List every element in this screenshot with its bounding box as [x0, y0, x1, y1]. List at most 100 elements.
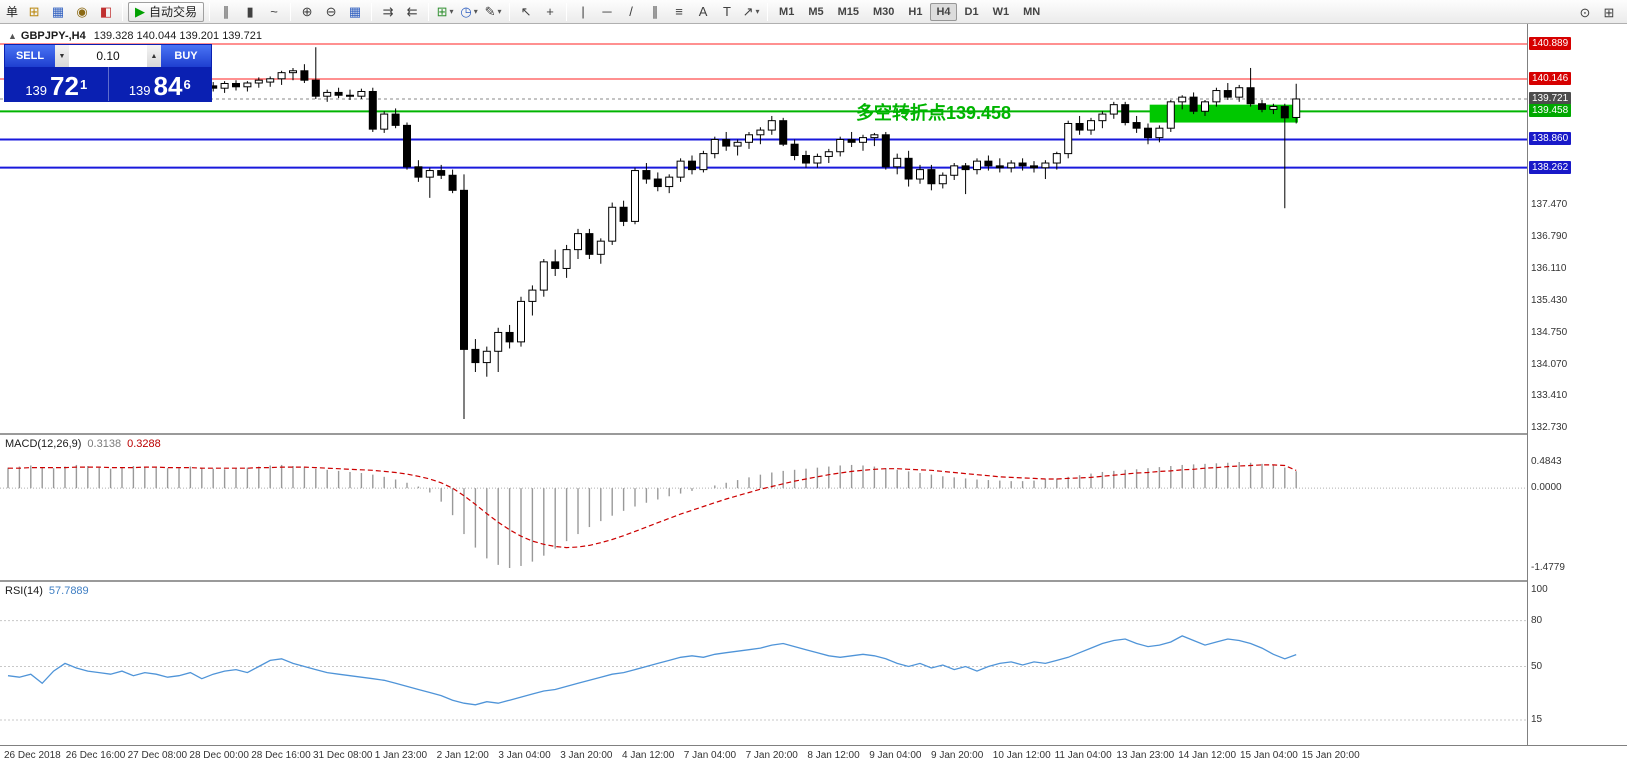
rsi-indicator-label: RSI(14) 57.7889 [5, 585, 89, 597]
buy-price-prefix: 139 [128, 83, 151, 98]
toolbar-separator [122, 2, 124, 21]
vertical-line-icon: | [581, 4, 585, 19]
timeframe-mn[interactable]: MN [1023, 5, 1041, 18]
menu-label[interactable]: 单 [6, 5, 19, 19]
autotrading-button[interactable]: ▶ 自动交易 [128, 1, 205, 22]
time-tick-label: 3 Jan 04:00 [498, 750, 551, 761]
community-icon[interactable]: ◧ [95, 2, 117, 22]
bar-chart-icon[interactable]: ∥ [215, 2, 237, 22]
timeframe-m1[interactable]: M1 [779, 5, 795, 18]
axis-tick-label: 100 [1531, 584, 1548, 595]
text-label-icon[interactable]: T [716, 2, 738, 22]
new-order-icon[interactable]: ⊞ [23, 2, 45, 22]
volume-down-button[interactable]: ▼ [55, 45, 69, 67]
axis-tick-label: 134.070 [1531, 358, 1568, 370]
time-axis[interactable]: 26 Dec 2018 26 Dec 16:00 27 Dec 08:00 28 De… [0, 745, 1627, 767]
search-icon: ⊙ [1579, 4, 1591, 20]
time-tick-label: 15 Jan 04:00 [1240, 750, 1298, 761]
tile-windows-icon[interactable]: ▦ [344, 2, 366, 22]
axis-tick-label: -1.4779 [1531, 562, 1565, 573]
new-window-icon[interactable]: ⊞ [1598, 2, 1620, 22]
text-label-icon: T [723, 4, 731, 19]
cursor-icon: ↖ [520, 4, 532, 19]
main-toolbar: 单 ⊞ ▦ ◉ ◧ ▶ 自动交易 ∥ ▮ ~ ⊕ ⊖ ▦ ⇉ ⇇ ⊞ ▾ ◷ ▾ ✎ ▾ ↖ + | ─ / ∥ ≡ A T ↗ ▾ M1 M… [0, 0, 1627, 24]
chart-settings-icon[interactable]: ✎ ▾ [482, 2, 504, 22]
time-tick-label: 26 Dec 16:00 [65, 750, 126, 761]
accounts-icon[interactable]: ◉ [71, 2, 93, 22]
axis-tick-label: 15 [1531, 714, 1543, 726]
chevron-down-icon[interactable]: ▾ [473, 7, 478, 16]
toolbar-separator [428, 2, 430, 21]
profiles-icon[interactable]: ◷ ▾ [458, 2, 480, 22]
axis-tick-label: 50 [1531, 660, 1543, 672]
axis-tick-label: 136.790 [1531, 230, 1568, 242]
timeframe-h1[interactable]: H1 [908, 5, 923, 18]
time-tick-label: 7 Jan 04:00 [683, 750, 737, 761]
main-chart[interactable] [0, 24, 1527, 433]
horizontal-line-icon[interactable]: ─ [596, 2, 618, 22]
timeframe-group: M1 M5 M15 M30 H1 H4 D1 W1 MN [772, 2, 1047, 21]
fibonacci-icon[interactable]: ≡ [668, 2, 690, 22]
time-tick-label: 13 Jan 23:00 [1116, 750, 1175, 761]
chevron-down-icon[interactable]: ▾ [449, 7, 454, 16]
volume-input[interactable]: 0.10 [69, 45, 147, 67]
toolbar-separator [767, 2, 769, 21]
axis-tick-label: 134.750 [1531, 326, 1568, 338]
chart-shift-icon[interactable]: ⇇ [401, 2, 423, 22]
profiles-icon: ◷ [460, 4, 472, 19]
axis-tick-label: 0.0000 [1531, 482, 1562, 494]
zoom-out-icon: ⊖ [325, 4, 337, 19]
macd-panel[interactable] [0, 435, 1527, 580]
candlestick-chart-icon[interactable]: ▮ [239, 2, 261, 22]
channel-icon: ∥ [651, 4, 659, 19]
text-icon[interactable]: A [692, 2, 714, 22]
volume-up-button[interactable]: ▲ [147, 45, 161, 67]
price-tag: 139.458 [1529, 104, 1572, 118]
zoom-out-icon[interactable]: ⊖ [320, 2, 342, 22]
trendline-icon: / [629, 4, 633, 19]
sell-price-main: 72 [50, 71, 79, 101]
new-order-icon: ⊞ [28, 4, 40, 19]
search-icon[interactable]: ⊙ [1574, 2, 1596, 22]
vertical-line-icon[interactable]: | [572, 2, 594, 22]
timeframe-m5[interactable]: M5 [808, 5, 824, 18]
toolbar-separator [371, 2, 373, 21]
panel-separator[interactable] [0, 433, 1627, 435]
buy-button[interactable]: BUY [161, 45, 211, 67]
trade-panel-toggle[interactable]: ▲ [8, 31, 17, 41]
timeframe-d1[interactable]: D1 [964, 5, 979, 18]
time-tick-label: 9 Jan 20:00 [931, 750, 984, 761]
auto-scroll-icon[interactable]: ⇉ [377, 2, 399, 22]
panel-separator[interactable] [0, 580, 1627, 582]
price-tag: 139.721 [1529, 91, 1572, 105]
line-chart-icon[interactable]: ~ [263, 2, 285, 22]
zoom-in-icon[interactable]: ⊕ [296, 2, 318, 22]
buy-price-sup: 6 [183, 77, 191, 92]
rsi-value: 57.7889 [48, 585, 89, 597]
new-chart-icon[interactable]: ⊞ ▾ [434, 2, 456, 22]
chevron-down-icon[interactable]: ▾ [755, 7, 760, 16]
timeframe-w1[interactable]: W1 [992, 5, 1010, 18]
toolbar-separator [209, 2, 211, 21]
price-axis[interactable]: 137.470 136.790 136.110 135.430 134.750 134.0… [1527, 24, 1627, 745]
timeframe-h4[interactable]: H4 [930, 2, 957, 21]
chevron-down-icon[interactable]: ▾ [497, 7, 502, 16]
time-tick-label: 4 Jan 12:00 [622, 750, 675, 761]
arrows-icon[interactable]: ↗ ▾ [740, 2, 762, 22]
timeframe-m30[interactable]: M30 [873, 5, 895, 18]
community-icon: ◧ [99, 4, 113, 19]
channel-icon[interactable]: ∥ [644, 2, 666, 22]
crosshair-icon[interactable]: + [539, 2, 561, 22]
chart-window-icon[interactable]: ▦ [47, 2, 69, 22]
new-chart-icon: ⊞ [436, 4, 448, 19]
trendline-icon[interactable]: / [620, 2, 642, 22]
time-tick-label: 27 Dec 08:00 [127, 750, 188, 761]
cursor-icon[interactable]: ↖ [515, 2, 537, 22]
accounts-icon: ◉ [76, 4, 88, 19]
sell-button[interactable]: SELL [5, 45, 55, 67]
axis-tick-label: 136.110 [1531, 262, 1567, 274]
timeframe-m15[interactable]: M15 [837, 5, 859, 18]
toolbar-separator [566, 2, 568, 21]
macd-indicator-label: MACD(12,26,9) 0.3138 0.3288 [5, 438, 161, 450]
rsi-panel[interactable] [0, 582, 1527, 745]
